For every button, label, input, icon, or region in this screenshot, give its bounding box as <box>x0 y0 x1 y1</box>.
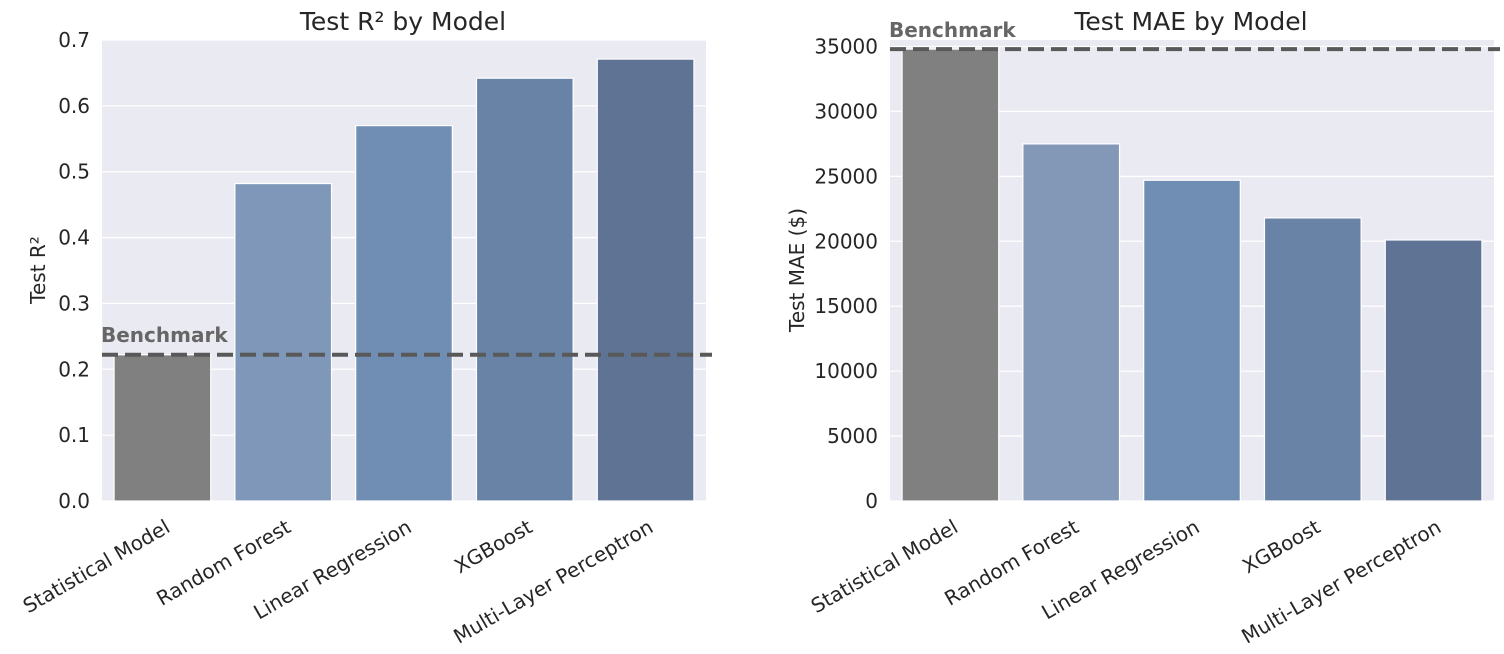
y-tick-label: 0 <box>865 489 878 513</box>
r2-chart: Test R² by Model 0.00.10.20.30.40.50.60.… <box>19 7 712 648</box>
chart-title: Test MAE by Model <box>1073 7 1307 36</box>
y-ticks: 0.0 0.1 0.2 0.3 0.4 0.5 0.6 0.7 <box>58 28 90 513</box>
x-tick-label: XGBoost <box>450 514 536 578</box>
bar <box>901 48 1000 502</box>
y-tick-label: 35000 <box>814 34 878 58</box>
y-tick-label: 0.4 <box>58 226 90 250</box>
x-tick-label: Multi-Layer Perceptron <box>1237 515 1445 649</box>
y-tick-label: 20000 <box>814 229 878 253</box>
benchmark-label: Benchmark <box>101 323 228 347</box>
y-axis-label: Test MAE ($) <box>785 208 809 333</box>
mae-chart: Test MAE by Model 0 5000 10000 15000 20000 25… <box>785 7 1500 648</box>
benchmark-label: Benchmark <box>889 18 1016 42</box>
y-tick-label: 0.1 <box>58 423 90 447</box>
y-tick-label: 30000 <box>814 99 878 123</box>
y-tick-label: 0.7 <box>58 28 90 52</box>
bar <box>596 58 695 502</box>
x-tick-label: Multi-Layer Perceptron <box>449 515 657 649</box>
x-tick-label: Statistical Model <box>19 515 174 618</box>
y-tick-label: 0.5 <box>58 160 90 184</box>
bar <box>475 77 574 502</box>
y-tick-label: 5000 <box>827 424 878 448</box>
bar <box>234 182 333 502</box>
y-tick-label: 0.6 <box>58 94 90 118</box>
bar <box>1143 179 1241 502</box>
chart-title: Test R² by Model <box>299 7 506 36</box>
y-tick-label: 10000 <box>814 359 878 383</box>
y-tick-label: 25000 <box>814 164 878 188</box>
bar <box>1384 239 1483 502</box>
bar <box>355 125 453 502</box>
y-tick-label: 15000 <box>814 294 878 318</box>
y-axis-label: Test R² <box>26 236 50 305</box>
y-ticks: 0 5000 10000 15000 20000 25000 30000 35000 <box>814 34 878 513</box>
x-tick-label: XGBoost <box>1238 514 1324 578</box>
x-tick-label: Statistical Model <box>807 515 962 618</box>
y-tick-label: 0.3 <box>58 291 90 315</box>
bar <box>1022 143 1121 502</box>
y-tick-label: 0.2 <box>58 357 90 381</box>
y-tick-label: 0.0 <box>58 489 90 513</box>
bar <box>1263 217 1362 502</box>
bars <box>901 48 1483 502</box>
bar <box>113 354 212 502</box>
bars <box>113 58 695 502</box>
